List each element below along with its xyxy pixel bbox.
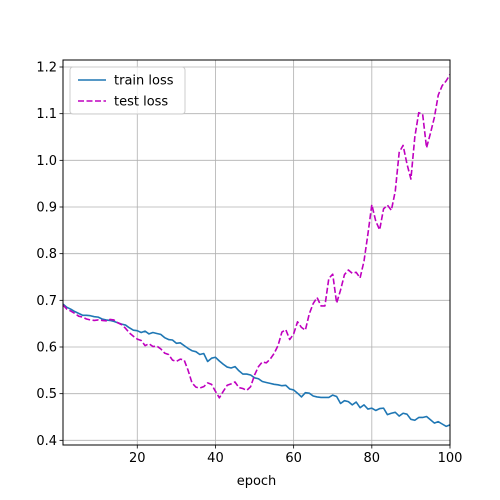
y-tick-label: 0.7 bbox=[36, 294, 57, 309]
x-tick-label: 80 bbox=[364, 451, 381, 466]
x-axis-label: epoch bbox=[237, 474, 277, 489]
y-tick-label: 0.5 bbox=[36, 387, 57, 402]
y-tick-label: 0.9 bbox=[36, 201, 57, 216]
test-loss-line bbox=[63, 74, 450, 399]
y-tick-label: 0.4 bbox=[36, 434, 57, 449]
x-tick-label: 100 bbox=[438, 451, 463, 466]
legend-label: test loss bbox=[114, 95, 168, 110]
series-layer bbox=[63, 74, 450, 428]
y-tick-label: 1.2 bbox=[36, 61, 57, 76]
x-tick-label: 20 bbox=[129, 451, 146, 466]
y-tick-label: 0.6 bbox=[36, 341, 57, 356]
axis-ticks: 20 40 60 80 100 0.4 0.5 0.6 0.7 0.8 0.9 1.0 1.1 1.2 bbox=[36, 61, 462, 467]
y-tick-label: 0.8 bbox=[36, 247, 57, 262]
legend-label: train loss bbox=[114, 74, 174, 89]
y-tick-label: 1.0 bbox=[36, 154, 57, 169]
legend-box bbox=[69, 66, 186, 115]
y-tick-label: 1.1 bbox=[36, 107, 57, 122]
x-tick-label: 60 bbox=[285, 451, 302, 466]
train-loss-line bbox=[63, 303, 450, 428]
x-tick-label: 40 bbox=[207, 451, 224, 466]
legend: train loss test loss bbox=[69, 66, 186, 115]
plot-frame bbox=[62, 59, 451, 446]
